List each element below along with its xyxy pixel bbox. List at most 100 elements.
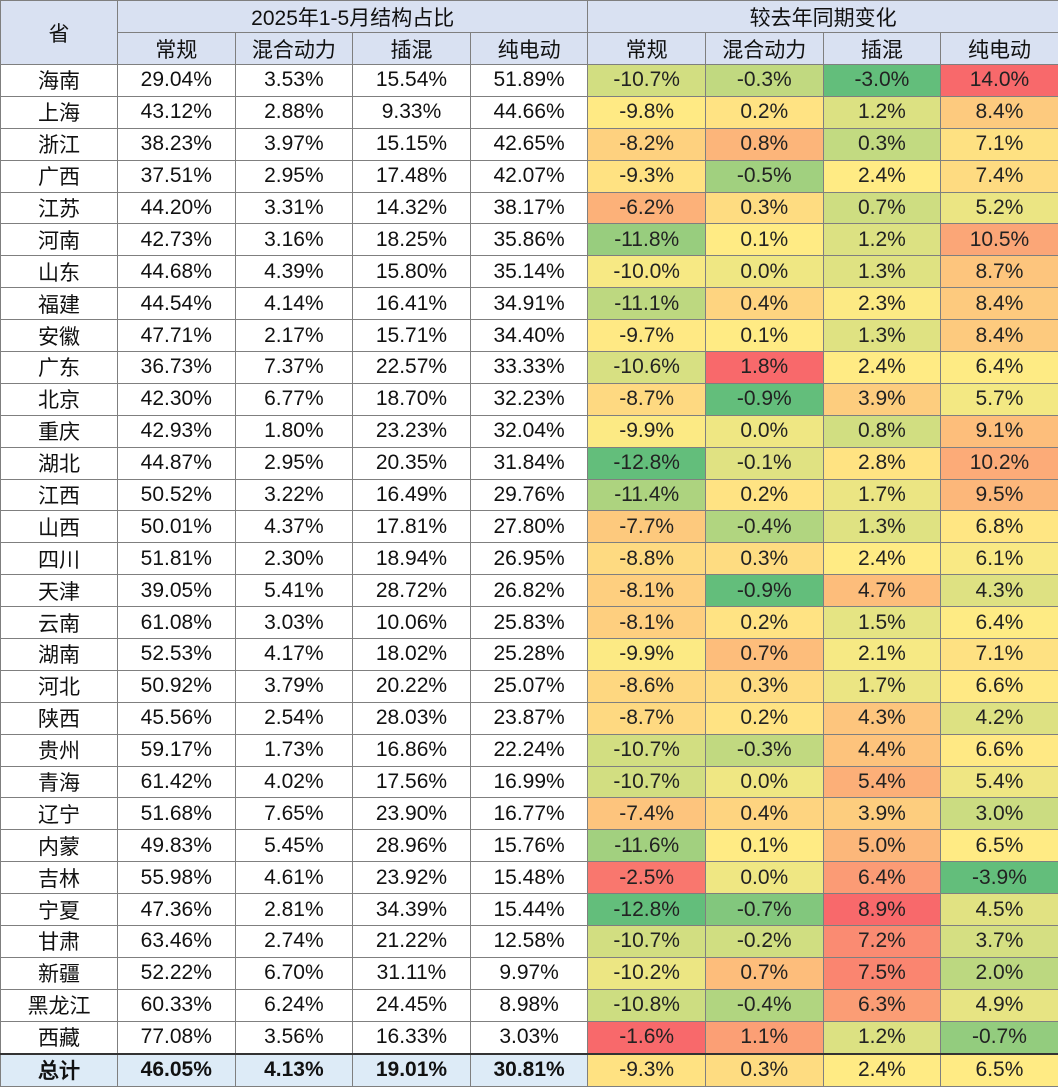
share-cell: 23.23%: [352, 414, 471, 448]
share-cell: 18.25%: [352, 223, 471, 257]
share-cell: 50.52%: [117, 478, 236, 512]
change-cell: 4.3%: [940, 574, 1058, 608]
province-cell: 天津: [0, 574, 118, 608]
share-cell: 28.72%: [352, 574, 471, 608]
share-cell: 2.88%: [234, 95, 354, 129]
change-cell: -9.9%: [587, 414, 706, 448]
table-row: 辽宁 51.68% 7.65% 23.90% 16.77% -7.4% 0.4% 3.9% 3.…: [0, 797, 1058, 831]
province-cell: 上海: [0, 95, 118, 129]
table-row: 天津 39.05% 5.41% 28.72% 26.82% -8.1% -0.9% 4.7% 4…: [0, 574, 1058, 608]
change-cell: -0.5%: [704, 159, 824, 193]
change-cell: 0.1%: [704, 319, 824, 353]
change-cell: 6.6%: [940, 669, 1058, 703]
change-cell: -10.7%: [587, 64, 706, 97]
change-cell: 4.3%: [822, 701, 942, 735]
table-row: 重庆 42.93% 1.80% 23.23% 32.04% -9.9% 0.0% 0.8% 9.…: [0, 414, 1058, 448]
change-cell: 0.8%: [822, 414, 942, 448]
share-cell: 35.14%: [469, 255, 589, 289]
share-cell: 3.31%: [234, 191, 354, 225]
share-cell: 2.95%: [234, 159, 354, 193]
change-cell: 6.3%: [822, 988, 942, 1022]
change-cell: 1.1%: [704, 1020, 824, 1055]
share-cell: 28.03%: [352, 701, 471, 735]
change-cell: 1.2%: [822, 223, 942, 257]
change-cell: -8.6%: [587, 669, 706, 703]
share-cell: 42.65%: [469, 127, 589, 161]
table-row: 甘肃 63.46% 2.74% 21.22% 12.58% -10.7% -0.2% 7.2%…: [0, 925, 1058, 958]
share-cell: 2.30%: [234, 542, 354, 576]
change-cell: 0.4%: [704, 797, 824, 831]
change-cell: -0.4%: [704, 510, 824, 544]
change-cell: 4.9%: [940, 988, 1058, 1022]
share-cell: 3.03%: [234, 606, 354, 640]
change-cell: 8.4%: [940, 319, 1058, 353]
table-row: 安徽 47.71% 2.17% 15.71% 34.40% -9.7% 0.1% 1.3% 8.…: [0, 319, 1058, 353]
province-cell: 山西: [0, 510, 118, 544]
change-cell: 0.7%: [704, 956, 824, 990]
change-cell: 0.3%: [822, 127, 942, 161]
share-cell: 33.33%: [469, 351, 589, 384]
change-cell: 1.8%: [704, 351, 824, 384]
province-cell: 陕西: [0, 701, 118, 735]
change-cell: 0.3%: [704, 191, 824, 225]
change-cell: -10.2%: [587, 956, 706, 990]
change-cell: 7.1%: [940, 638, 1058, 671]
change-cell: 0.3%: [704, 542, 824, 576]
province-cell: 北京: [0, 382, 118, 416]
change-cell: 0.1%: [704, 223, 824, 257]
share-cell: 37.51%: [117, 159, 236, 193]
share-cell: 16.86%: [352, 733, 471, 767]
change-cell: -7.7%: [587, 510, 706, 544]
share-column-header: 纯电动: [469, 32, 589, 65]
share-cell: 23.87%: [469, 701, 589, 735]
table-row: 广西 37.51% 2.95% 17.48% 42.07% -9.3% -0.5% 2.4% 7…: [0, 159, 1058, 193]
share-cell: 44.68%: [117, 255, 236, 289]
share-cell: 15.71%: [352, 319, 471, 353]
share-cell: 18.70%: [352, 382, 471, 416]
share-cell: 34.39%: [352, 893, 471, 927]
province-cell: 宁夏: [0, 893, 118, 927]
share-cell: 2.17%: [234, 319, 354, 353]
change-cell: 5.4%: [940, 765, 1058, 799]
share-cell: 3.03%: [469, 1020, 589, 1055]
table-row: 宁夏 47.36% 2.81% 34.39% 15.44% -12.8% -0.7% 8.9%…: [0, 893, 1058, 927]
change-cell: 7.1%: [940, 127, 1058, 161]
change-cell: 3.7%: [940, 925, 1058, 958]
table-row: 广东 36.73% 7.37% 22.57% 33.33% -10.6% 1.8% 2.4% 6…: [0, 351, 1058, 384]
province-cell: 广西: [0, 159, 118, 193]
share-cell: 38.23%: [117, 127, 236, 161]
change-cell: -9.3%: [587, 1052, 706, 1087]
share-cell: 51.89%: [469, 64, 589, 97]
table-row: 海南 29.04% 3.53% 15.54% 51.89% -10.7% -0.3% -3.0…: [0, 64, 1058, 97]
change-cell: 2.4%: [822, 159, 942, 193]
change-column-header: 插混: [822, 32, 942, 65]
share-cell: 7.37%: [234, 351, 354, 384]
share-cell: 17.56%: [352, 765, 471, 799]
change-cell: 6.1%: [940, 542, 1058, 576]
change-cell: 1.2%: [822, 1020, 942, 1055]
change-cell: -0.4%: [704, 988, 824, 1022]
change-cell: 5.0%: [822, 829, 942, 863]
province-cell: 贵州: [0, 733, 118, 767]
province-cell: 总计: [0, 1052, 118, 1087]
share-cell: 3.16%: [234, 223, 354, 257]
change-cell: 2.4%: [822, 1052, 942, 1087]
share-cell: 20.22%: [352, 669, 471, 703]
table-row: 河北 50.92% 3.79% 20.22% 25.07% -8.6% 0.3% 1.7% 6.…: [0, 669, 1058, 703]
table-row: 浙江 38.23% 3.97% 15.15% 42.65% -8.2% 0.8% 0.3% 7.…: [0, 127, 1058, 161]
share-cell: 23.92%: [352, 861, 471, 895]
share-cell: 3.56%: [234, 1020, 354, 1055]
change-cell: 7.5%: [822, 956, 942, 990]
province-cell: 内蒙: [0, 829, 118, 863]
change-cell: -8.7%: [587, 701, 706, 735]
change-cell: 8.4%: [940, 287, 1058, 321]
table-row: 山东 44.68% 4.39% 15.80% 35.14% -10.0% 0.0% 1.3% 8…: [0, 255, 1058, 289]
share-cell: 45.56%: [117, 701, 236, 735]
table-row: 陕西 45.56% 2.54% 28.03% 23.87% -8.7% 0.2% 4.3% 4.…: [0, 701, 1058, 735]
change-group-header: 较去年同期变化: [587, 0, 1058, 33]
change-cell: -0.3%: [704, 64, 824, 97]
share-cell: 31.84%: [469, 446, 589, 480]
share-cell: 16.49%: [352, 478, 471, 512]
share-cell: 29.76%: [469, 478, 589, 512]
change-cell: 8.9%: [822, 893, 942, 927]
